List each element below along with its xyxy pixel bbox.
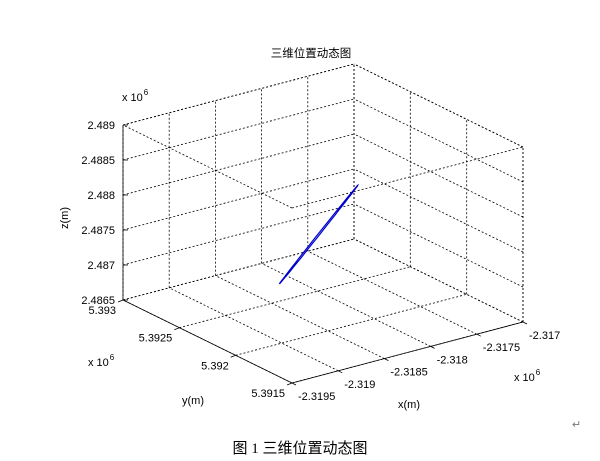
axis-box-lines bbox=[122, 63, 524, 384]
y-tick-label: 5.3915 bbox=[251, 388, 285, 400]
box-edge bbox=[122, 63, 355, 126]
series-trajectory-line bbox=[278, 183, 359, 285]
grid-line-x-floor bbox=[307, 250, 477, 335]
y-exponent-power: 6 bbox=[110, 353, 115, 362]
box-edge bbox=[122, 124, 293, 209]
x-tick-label: -2.317 bbox=[529, 330, 560, 342]
x-axis-label: x(m) bbox=[398, 399, 420, 411]
y-tick-mark bbox=[230, 354, 236, 358]
grid-line-z-back bbox=[122, 98, 355, 161]
grid-line-x-floor bbox=[215, 275, 385, 359]
paragraph-mark: ↵ bbox=[572, 419, 582, 431]
y-axis-line bbox=[122, 299, 293, 384]
z-exponent-power: 6 bbox=[144, 88, 149, 97]
x-axis-line bbox=[291, 321, 524, 384]
grid-line-x-floor bbox=[261, 263, 431, 347]
y-exponent-label: x 106 bbox=[88, 353, 115, 369]
grid-line-z-back bbox=[122, 133, 355, 196]
grid-line-z-side bbox=[353, 168, 524, 253]
y-tick-mark bbox=[174, 327, 180, 331]
z-axis-label: z(m) bbox=[59, 207, 71, 229]
y-axis-label: y(m) bbox=[182, 395, 204, 407]
grid-line-z-back bbox=[122, 63, 355, 126]
tick-marks bbox=[117, 124, 528, 386]
x-tick-mark bbox=[522, 321, 528, 325]
grid-line-z-side bbox=[353, 98, 524, 183]
y-tick-mark bbox=[286, 382, 293, 386]
z-tick-label: 2.487 bbox=[87, 260, 115, 272]
grid-line-x-floor bbox=[169, 287, 339, 372]
x-exponent-label: x 106 bbox=[514, 368, 541, 384]
y-tick-label: 5.3925 bbox=[139, 333, 173, 345]
x-tick-mark bbox=[338, 370, 343, 374]
x-tick-label: -2.3195 bbox=[298, 391, 335, 403]
box-edge bbox=[353, 63, 524, 148]
z-tick-label: 2.4885 bbox=[81, 155, 115, 167]
x-tick-label: -2.3175 bbox=[483, 342, 520, 354]
box-edge bbox=[291, 146, 524, 209]
z-exponent-label: x 106 bbox=[122, 88, 149, 104]
grid-line-z-side bbox=[353, 238, 524, 323]
tick-labels: -2.3195 -2.319 -2.3185 -2.318 -2.3175 -2.317 5… bbox=[81, 120, 560, 403]
z-tick-label: 2.488 bbox=[87, 190, 115, 202]
x-tick-label: -2.319 bbox=[344, 379, 375, 391]
y-tick-label: 5.392 bbox=[201, 360, 229, 372]
y-tick-mark bbox=[117, 299, 124, 303]
grid-lines bbox=[122, 63, 524, 384]
x-tick-label: -2.318 bbox=[437, 354, 468, 366]
x-exponent-power: 6 bbox=[536, 368, 541, 377]
grid-line-z-side bbox=[353, 203, 524, 288]
x-tick-mark bbox=[476, 333, 481, 337]
y-tick-label: 5.393 bbox=[88, 305, 116, 317]
x-tick-mark bbox=[384, 358, 389, 361]
figure-caption: 图 1 三维位置动态图 bbox=[232, 441, 368, 457]
grid-line-z-back bbox=[122, 168, 355, 231]
data-series bbox=[278, 183, 359, 285]
x-tick-mark bbox=[291, 382, 297, 386]
z-tick-label: 2.4865 bbox=[81, 295, 115, 307]
chart-title: 三维位置动态图 bbox=[271, 46, 352, 60]
z-tick-label: 2.489 bbox=[87, 120, 115, 132]
z-tick-label: 2.4875 bbox=[81, 225, 115, 237]
grid-line-z-side bbox=[353, 133, 524, 218]
x-tick-mark bbox=[430, 346, 435, 349]
x-tick-label: -2.3185 bbox=[390, 367, 427, 379]
